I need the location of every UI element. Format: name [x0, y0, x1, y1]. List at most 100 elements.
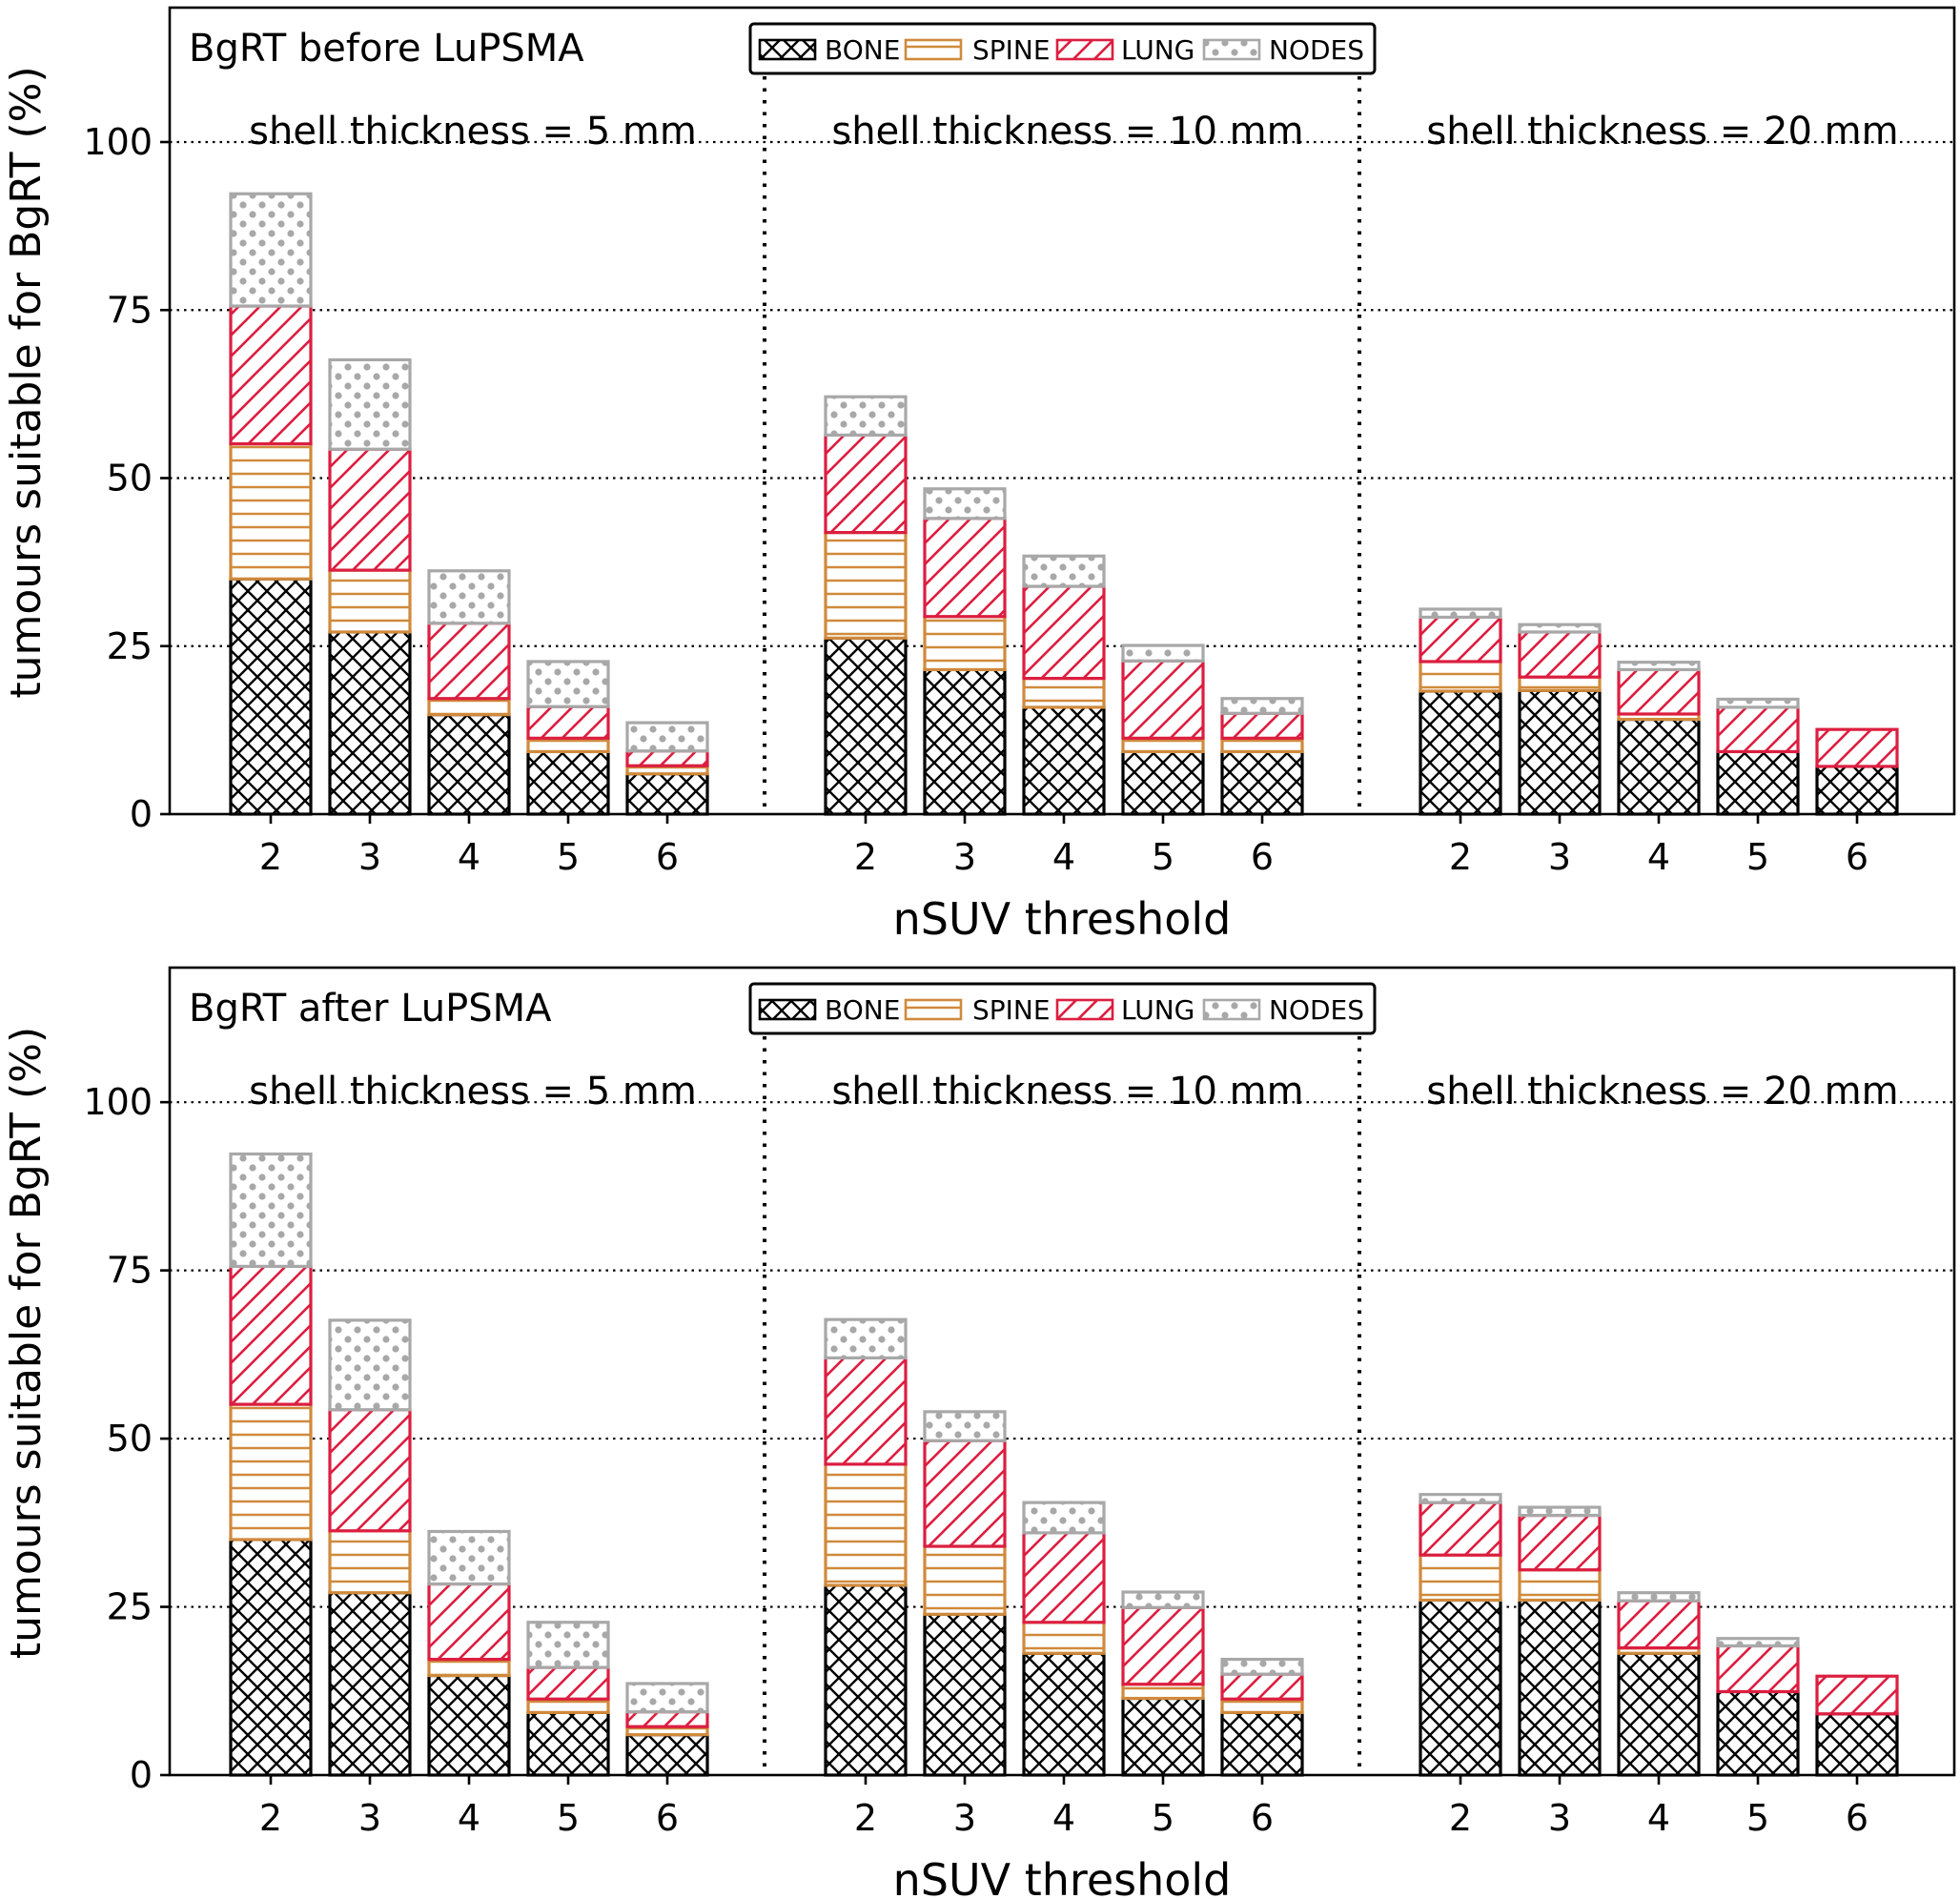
bar-lung: [328, 447, 412, 572]
bar-spine: [526, 736, 610, 754]
x-tick-label: 3: [953, 836, 976, 878]
legend-swatch-spine: [904, 38, 963, 61]
y-tick-label: 25: [107, 625, 153, 667]
y-axis-label: tumours suitable for BgRT (%): [2, 66, 51, 698]
legend-label-spine: SPINE: [972, 994, 1051, 1026]
x-tick-label: 6: [1251, 836, 1274, 878]
bar-lung: [229, 1264, 313, 1406]
y-tick-label: 50: [107, 458, 153, 500]
legend: BONE SPINE LUNG NODES: [748, 22, 1377, 75]
x-tick-label: 4: [1647, 1797, 1670, 1839]
bar-nodes: [824, 395, 908, 437]
bar-spine: [328, 1529, 412, 1595]
bar-spine: [1220, 736, 1304, 754]
group-label-10mm: shell thickness = 10 mm: [831, 110, 1303, 153]
x-tick-label: 2: [259, 836, 282, 878]
legend-swatch-bone: [758, 38, 817, 61]
bar-spine: [229, 441, 313, 581]
bar-nodes: [824, 1317, 908, 1359]
x-tick-label: 4: [458, 1797, 480, 1839]
bar-lung: [526, 704, 610, 740]
bar-bone: [1419, 1598, 1502, 1777]
bar-spine: [526, 1697, 610, 1714]
group-label-20mm: shell thickness = 20 mm: [1426, 110, 1898, 153]
bar-bone: [1716, 749, 1800, 816]
bar-lung: [1815, 1674, 1899, 1716]
y-tick-label: 75: [107, 1250, 153, 1292]
panel-before-lupsma: 0 25 50 75 100 2 3 4 5 6 2 3 4 5 6 2 3 4 5 6 BgRT before Lu…: [2, 6, 1956, 945]
y-tick-label: 25: [107, 1586, 153, 1628]
bar-lung: [526, 1665, 610, 1701]
bar-spine: [1419, 1553, 1502, 1603]
legend-swatch-lung: [1055, 38, 1114, 61]
bar-lung: [1419, 1501, 1502, 1557]
bar-bone: [824, 1583, 908, 1777]
x-tick-label: 6: [1251, 1797, 1274, 1839]
y-tick-label: 0: [130, 1754, 153, 1796]
bar-lung: [1220, 711, 1304, 740]
bar-lung: [923, 517, 1007, 619]
bar-bone: [229, 577, 313, 816]
bar-bone: [1518, 688, 1602, 816]
group-label-5mm: shell thickness = 5 mm: [249, 1070, 697, 1113]
legend-label-nodes: NODES: [1269, 34, 1364, 66]
bar-nodes: [1617, 661, 1701, 672]
x-tick-label: 5: [1152, 1797, 1174, 1839]
bar-bone: [1022, 705, 1106, 816]
bar-spine: [1022, 676, 1106, 709]
bar-nodes: [625, 1682, 709, 1714]
bar-lung: [1518, 1513, 1602, 1572]
bar-nodes: [229, 192, 313, 308]
bar-lung: [427, 1582, 511, 1662]
bar-nodes: [1121, 1590, 1205, 1609]
bar-lung: [1022, 584, 1106, 681]
x-tick-label: 6: [656, 836, 679, 878]
bar-bone: [427, 1673, 511, 1777]
bar-bone: [1121, 749, 1205, 816]
bar-nodes: [1518, 623, 1602, 634]
bar-lung: [1716, 705, 1800, 754]
bar-bone: [427, 713, 511, 816]
panel-after-lupsma: 0 25 50 75 100 2 3 4 5 6 2 3 4 5 6 2 3 4 5 6 BgRT after LuP…: [2, 966, 1956, 1899]
x-tick-label: 4: [1052, 836, 1075, 878]
legend-label-nodes: NODES: [1269, 994, 1364, 1026]
bar-spine: [229, 1402, 313, 1542]
bar-nodes: [1617, 1591, 1701, 1603]
bar-spine: [824, 1462, 908, 1587]
bar-spine: [1518, 675, 1602, 692]
y-tick-label: 50: [107, 1418, 153, 1460]
bar-lung: [1815, 727, 1899, 768]
axis-ticks: 0 25 50 75 100 2 3 4 5 6 2 3 4 5 6 2 3 4 5 6: [83, 1081, 1868, 1839]
bar-nodes: [1121, 643, 1205, 663]
bar-bone: [625, 772, 709, 816]
legend-swatch-nodes: [1202, 38, 1261, 61]
x-tick-label: 3: [358, 836, 381, 878]
bar-nodes: [1022, 554, 1106, 588]
bar-nodes: [1220, 697, 1304, 715]
x-tick-label: 5: [1746, 1797, 1769, 1839]
x-tick-label: 6: [1846, 1797, 1868, 1839]
legend-label-lung: LUNG: [1121, 34, 1194, 66]
group-label-5mm: shell thickness = 5 mm: [249, 110, 697, 153]
x-tick-label: 6: [656, 1797, 679, 1839]
x-tick-label: 3: [953, 1797, 976, 1839]
y-tick-label: 100: [83, 121, 153, 163]
bar-nodes: [1022, 1501, 1106, 1535]
panel-title: BgRT before LuPSMA: [189, 27, 584, 71]
bar-nodes: [1518, 1505, 1602, 1518]
x-tick-label: 2: [854, 836, 877, 878]
bar-spine: [1121, 1683, 1205, 1701]
legend: BONE SPINE LUNG NODES: [748, 982, 1377, 1035]
bar-bone: [625, 1733, 709, 1777]
bars: [229, 1152, 1899, 1777]
bar-bone: [1815, 1712, 1899, 1777]
x-tick-label: 3: [358, 1797, 381, 1839]
legend-label-spine: SPINE: [972, 34, 1051, 66]
bar-nodes: [526, 1621, 610, 1669]
y-tick-label: 100: [83, 1081, 153, 1123]
bar-bone: [824, 636, 908, 816]
bar-bone: [1220, 1710, 1304, 1777]
x-tick-label: 3: [1548, 1797, 1571, 1839]
x-tick-label: 4: [1647, 836, 1670, 878]
